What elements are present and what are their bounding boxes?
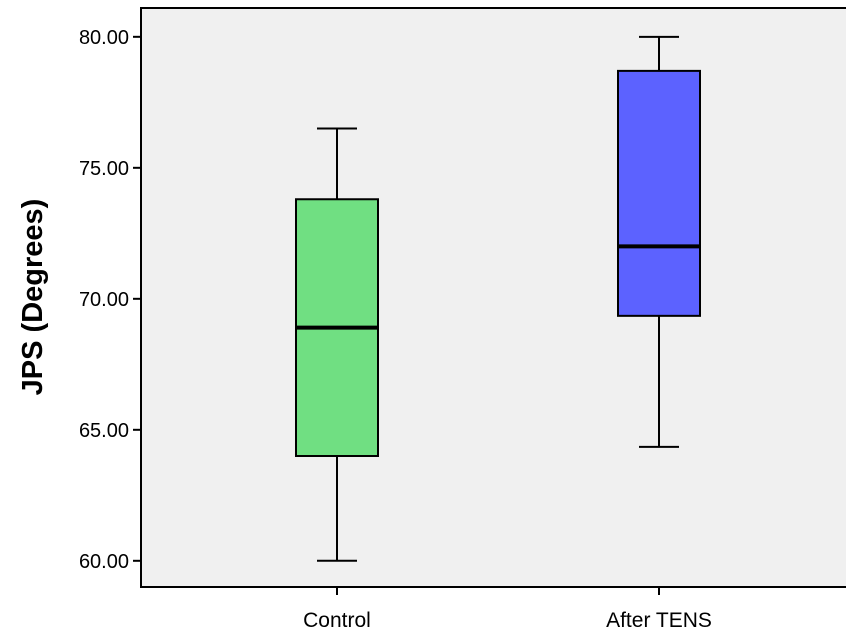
y-tick-label: 65.00 — [79, 420, 129, 442]
plot-area — [140, 7, 846, 588]
y-tick-label: 75.00 — [79, 158, 129, 180]
y-tick-label: 80.00 — [79, 27, 129, 49]
y-tick-label: 60.00 — [79, 551, 129, 573]
box-group — [295, 127, 379, 562]
x-category-label: After TENS — [606, 609, 712, 632]
y-tick-label: 70.00 — [79, 289, 129, 311]
y-axis: 60.00 65.00 70.00 75.00 80.00 — [79, 27, 141, 573]
boxes — [295, 35, 701, 562]
x-axis: Control After TENS — [303, 587, 712, 632]
interquartile-box — [617, 69, 701, 317]
y-axis-title: JPS (Degrees) — [17, 199, 49, 396]
box-group — [617, 35, 701, 448]
x-category-label: Control — [303, 609, 371, 632]
